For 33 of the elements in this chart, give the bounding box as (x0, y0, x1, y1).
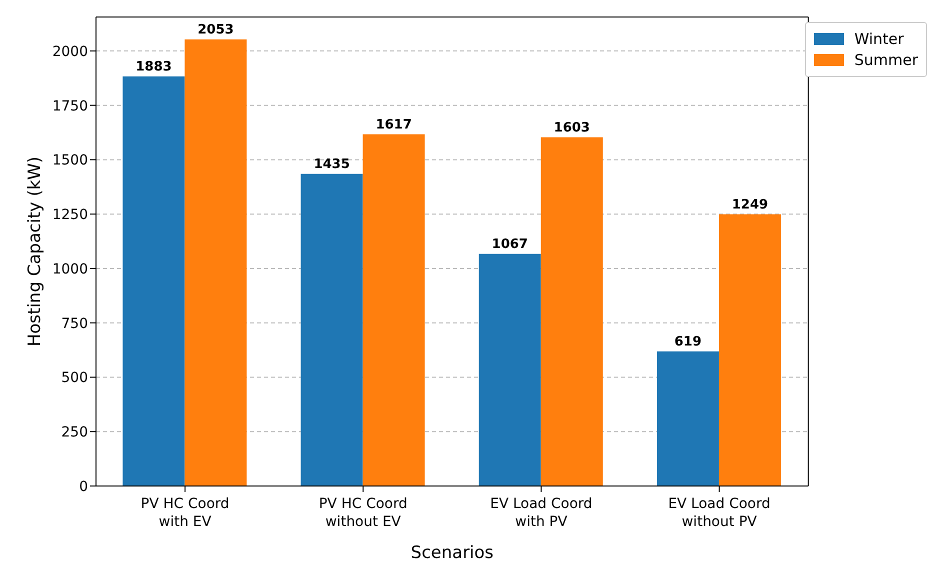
data-label: 1067 (492, 236, 528, 252)
y-tick-label: 1500 (52, 152, 88, 169)
x-tick-label: EV Load Coord without PV (668, 496, 770, 530)
y-tick-label: 250 (61, 424, 88, 441)
y-tick-label: 1750 (52, 98, 88, 114)
bar (540, 137, 603, 486)
y-tick-label: 1000 (52, 261, 88, 278)
bar (184, 39, 247, 486)
data-label: 1883 (136, 59, 172, 74)
data-label: 2053 (198, 22, 234, 38)
bar (300, 174, 363, 486)
x-tick-label: EV Load Coord with PV (490, 496, 592, 530)
bar (122, 76, 185, 486)
legend-label: Winter (854, 30, 904, 48)
legend-label: Summer (854, 51, 918, 69)
bar (656, 351, 719, 486)
bar (718, 214, 781, 486)
data-label: 1249 (732, 197, 768, 212)
bar (478, 254, 541, 486)
bar (362, 134, 425, 486)
y-tick-label: 750 (61, 316, 88, 332)
y-axis-title: Hosting Capacity (kW) (25, 156, 46, 347)
y-tick-label: 500 (61, 370, 88, 386)
x-axis-title: Scenarios (410, 543, 494, 563)
data-label: 1617 (376, 117, 412, 132)
y-tick-label: 1250 (52, 207, 88, 224)
y-tick-label: 2000 (52, 44, 88, 60)
data-label: 1603 (554, 120, 590, 136)
x-tick-label: PV HC Coord with EV (140, 496, 230, 530)
data-label: 619 (674, 334, 702, 350)
y-tick-label: 0 (79, 478, 88, 495)
data-label: 1435 (314, 156, 350, 172)
x-tick-label: PV HC Coord without EV (318, 496, 408, 530)
